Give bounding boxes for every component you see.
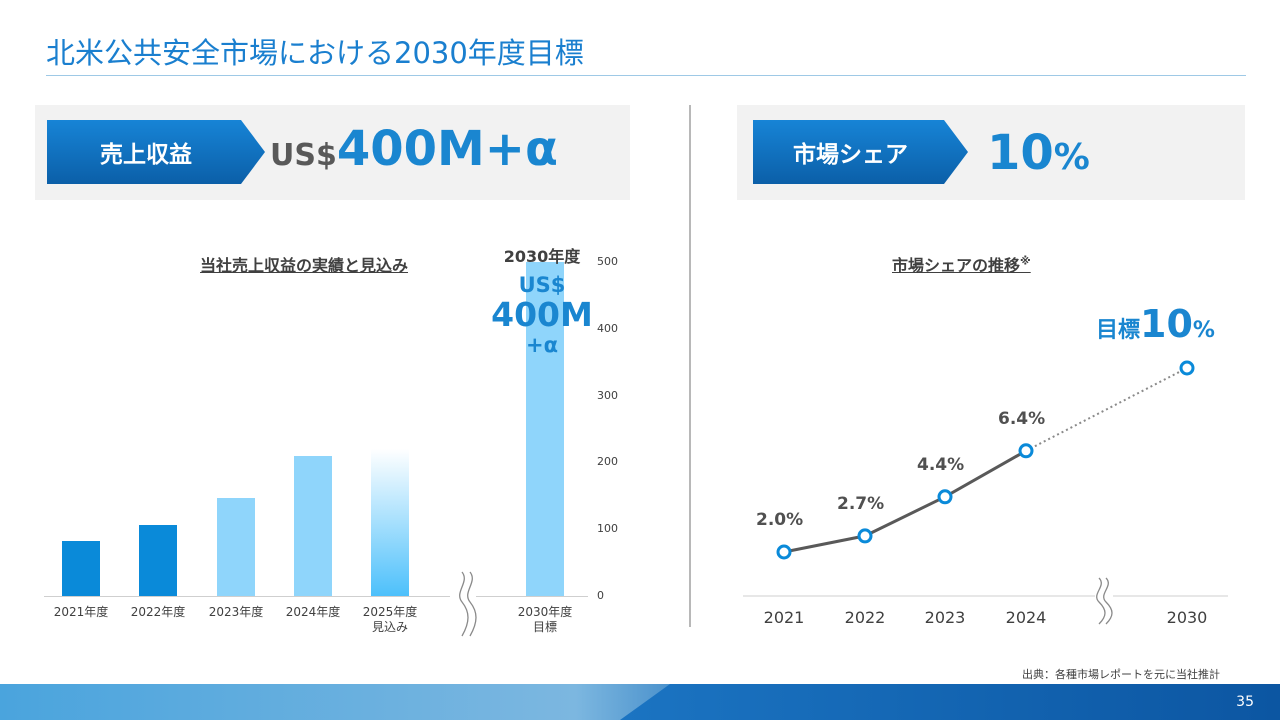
revenue-y-tick: 500: [597, 255, 618, 268]
revenue-chevron-label: 売上収益: [47, 120, 265, 184]
share-data-label: 6.4%: [998, 408, 1046, 429]
share-kpi-panel: 市場シェア 10%: [737, 105, 1245, 200]
share-projection-line: [1025, 367, 1188, 452]
revenue-kpi-panel: 売上収益 US$400M+α: [35, 105, 630, 200]
share-series-line: [783, 449, 1027, 554]
share-point-marker: [937, 489, 953, 505]
revenue-bar: [139, 525, 177, 596]
callout-line3: +α: [525, 333, 559, 357]
revenue-axis-break-icon: [459, 571, 477, 637]
footer-bar: [0, 684, 1280, 720]
share-point-marker: [1018, 443, 1034, 459]
share-point-marker: [776, 544, 792, 560]
revenue-bar: [62, 541, 100, 596]
revenue-axis-baseline: [44, 596, 450, 597]
share-chevron-label: 市場シェア: [753, 120, 968, 184]
share-chart-title-mark: ※: [1020, 254, 1031, 268]
share-target-number: 10: [1140, 302, 1193, 346]
share-target-label: 目標10%: [1096, 302, 1215, 346]
share-target-text: 目標: [1096, 318, 1141, 343]
revenue-x-label: 2021年度: [53, 605, 109, 619]
share-data-label: 2.0%: [756, 510, 804, 530]
share-data-label: 4.4%: [917, 454, 965, 475]
revenue-axis-baseline-2030: [476, 596, 588, 597]
revenue-x-label: 2025年度 見込み: [362, 605, 418, 634]
revenue-value: US$400M+α: [270, 121, 558, 177]
revenue-bar: [294, 455, 332, 596]
revenue-x-label: 2030年度 目標: [517, 605, 573, 634]
page-number: 35: [1236, 694, 1254, 710]
share-point-marker: [857, 528, 873, 544]
revenue-x-label: 2023年度: [208, 605, 264, 619]
share-chart-title-text: 市場シェアの推移: [892, 256, 1021, 275]
title-underline: [46, 75, 1246, 76]
revenue-y-tick: 200: [597, 455, 618, 469]
revenue-chart-title: 当社売上収益の実績と見込み: [200, 256, 409, 275]
revenue-bar: [526, 262, 564, 596]
share-x-label: 2023: [924, 608, 966, 627]
revenue-y-tick: 400: [597, 321, 618, 335]
share-data-label: 2.7%: [837, 493, 885, 514]
revenue-y-tick: 100: [597, 522, 618, 536]
footer-accent: [620, 684, 1280, 720]
callout-line2: 400M: [491, 295, 593, 334]
callout-year: 2030年度: [503, 247, 581, 266]
revenue-bar: [371, 449, 409, 596]
share-x-label: 2021: [763, 608, 805, 627]
source-note: 出典：各種市場レポートを元に当社推計: [1022, 668, 1220, 681]
share-x-label: 2030: [1166, 608, 1208, 627]
share-x-label: 2024: [1005, 608, 1047, 627]
slide-title: 北米公共安全市場における2030年度目標: [46, 36, 584, 70]
revenue-2030-callout: 2030年度 US$ 400M +α: [482, 243, 602, 357]
revenue-x-label: 2022年度: [130, 605, 186, 619]
share-value-unit: %: [1053, 137, 1090, 178]
callout-line1: US$: [518, 273, 566, 297]
revenue-y-tick: 0: [597, 589, 604, 602]
revenue-value-prefix: US$: [270, 138, 337, 173]
share-chart-title: 市場シェアの推移※: [892, 252, 1031, 276]
share-axis-break-icon: [1096, 577, 1113, 625]
share-value: 10%: [987, 125, 1090, 181]
revenue-y-tick: 300: [597, 388, 618, 402]
share-x-label: 2022: [844, 608, 886, 627]
revenue-value-main: 400M+α: [336, 121, 558, 177]
share-point-marker: [1179, 360, 1195, 376]
column-divider: [689, 105, 691, 627]
revenue-bar: [217, 497, 255, 596]
share-value-number: 10: [987, 125, 1054, 181]
revenue-x-label: 2024年度: [285, 605, 341, 619]
share-target-unit: %: [1192, 318, 1215, 343]
